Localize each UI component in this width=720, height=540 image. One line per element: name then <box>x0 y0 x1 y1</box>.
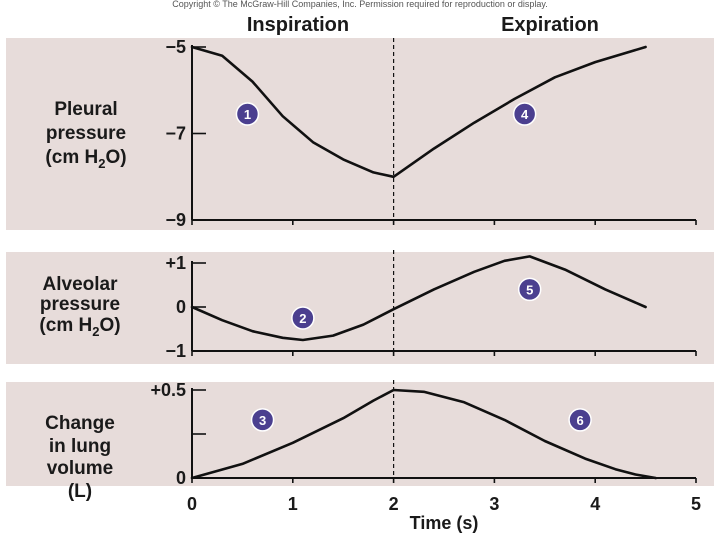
y-tick-label: −7 <box>165 124 186 144</box>
y-axis-label-line: in lung <box>49 436 111 457</box>
step-marker-label: 3 <box>259 413 266 428</box>
y-tick-label: −9 <box>165 210 186 230</box>
panel-background <box>6 252 714 364</box>
step-marker-label: 1 <box>244 107 251 122</box>
series-line <box>190 388 657 480</box>
x-tick-label: 1 <box>288 494 298 514</box>
series-line <box>190 45 647 179</box>
y-tick-label: +1 <box>165 253 186 273</box>
x-tick-label: 2 <box>389 494 399 514</box>
y-axis-label-line: Change <box>45 413 115 434</box>
phase-label-inspiration: Inspiration <box>247 14 349 36</box>
y-axis-label-line: Alveolar <box>43 274 119 295</box>
step-marker-5 <box>517 277 542 302</box>
step-marker-label: 4 <box>521 107 529 122</box>
step-marker-label: 5 <box>526 282 533 297</box>
y-axis-label-line: (cm H2O) <box>45 147 126 171</box>
y-tick-label: 0 <box>176 468 186 488</box>
series-line <box>190 255 647 342</box>
y-tick-label: +0.5 <box>150 380 186 400</box>
y-tick-label: −1 <box>165 341 186 361</box>
x-axis-title: Time (s) <box>410 513 479 533</box>
y-axis-label-line: volume <box>47 458 114 479</box>
phase-label-expiration: Expiration <box>501 14 599 36</box>
step-marker-4 <box>512 102 537 126</box>
y-axis-label-line: pressure <box>40 294 120 315</box>
panel-background <box>6 382 714 486</box>
x-tick-label: 4 <box>590 494 600 514</box>
y-axis-label-line: (cm H2O) <box>39 315 120 339</box>
step-marker-1 <box>235 102 260 126</box>
step-marker-3 <box>250 408 275 432</box>
copyright-notice: Copyright © The McGraw-Hill Companies, I… <box>172 0 547 9</box>
panel-background <box>6 38 714 230</box>
y-axis-label-line: Pleural <box>54 99 117 120</box>
x-tick-label: 3 <box>489 494 499 514</box>
step-marker-label: 2 <box>299 311 306 326</box>
y-axis-label-line: (L) <box>68 481 92 502</box>
y-axis-label-line: pressure <box>46 123 126 144</box>
y-tick-label: −5 <box>165 37 186 57</box>
step-marker-2 <box>291 306 315 330</box>
x-tick-label: 0 <box>187 494 197 514</box>
x-tick-label: 5 <box>691 494 701 514</box>
panel-1: −5 −7 −9 Pleural pressure (cm H2O) 1 4 <box>6 37 714 230</box>
y-tick-label: 0 <box>176 297 186 317</box>
step-marker-6 <box>568 408 592 432</box>
step-marker-label: 6 <box>576 413 583 428</box>
